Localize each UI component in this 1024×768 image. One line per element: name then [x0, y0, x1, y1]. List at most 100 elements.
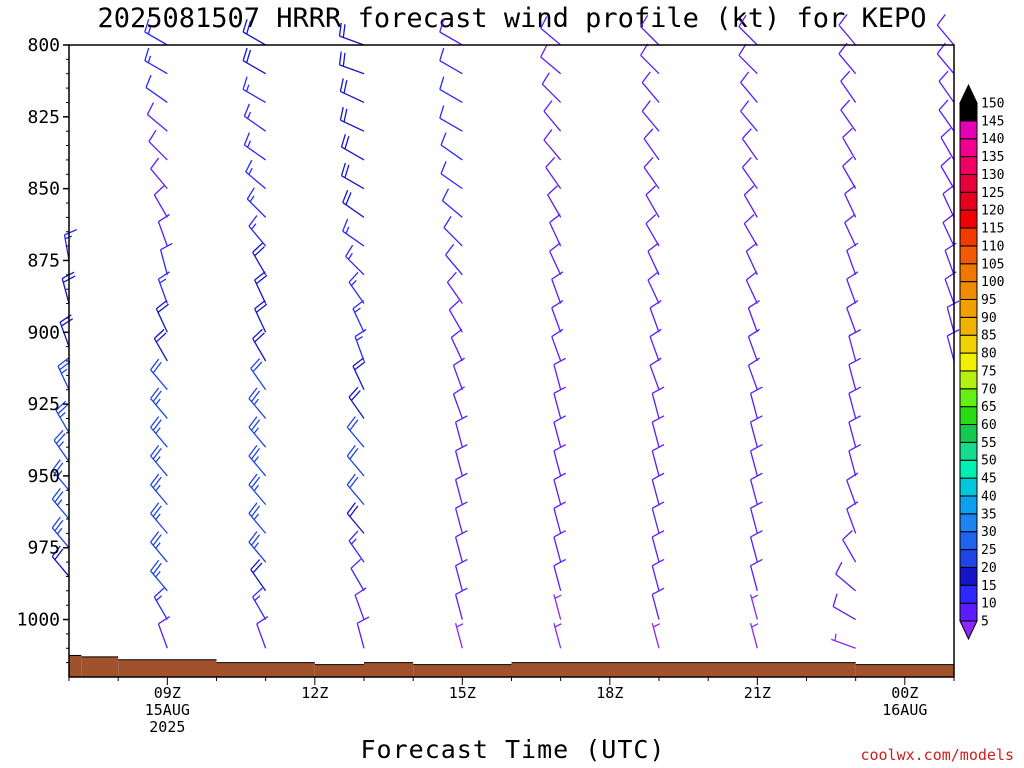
y-tick-label: 850	[27, 179, 60, 200]
wind-barb	[848, 415, 862, 448]
x-tick-label: 18Z	[596, 684, 623, 702]
barb-staff	[440, 173, 463, 190]
barb-full	[150, 502, 160, 514]
barb-half	[751, 594, 759, 599]
barb-staff	[150, 570, 168, 592]
wind-barb	[545, 156, 562, 190]
barb-full	[145, 74, 152, 88]
barb-full	[455, 415, 468, 423]
wind-barb	[153, 328, 168, 362]
barb-staff	[641, 82, 660, 103]
barb-staff	[51, 469, 70, 491]
colorbar-swatch	[959, 424, 978, 443]
wind-barb	[647, 271, 660, 304]
barb-full	[645, 185, 657, 196]
barb-full	[446, 271, 457, 283]
barb-staff	[749, 421, 758, 448]
barb-staff	[441, 200, 463, 218]
colorbar-label: 60	[981, 418, 997, 433]
wind-barb	[342, 189, 365, 218]
barb-staff	[454, 536, 463, 563]
barb-staff	[553, 594, 562, 620]
barb-staff	[439, 88, 463, 104]
barb-staff	[59, 321, 70, 347]
barb-staff	[842, 539, 857, 563]
wind-barb	[254, 299, 268, 333]
barb-staff	[649, 336, 660, 362]
barb-full	[57, 357, 69, 367]
barb-full	[254, 246, 265, 257]
barb-staff	[348, 281, 365, 304]
wind-barb	[439, 76, 463, 104]
barb-full	[643, 156, 654, 168]
barb-full	[152, 419, 162, 431]
barb-full	[250, 559, 261, 570]
wind-barb	[551, 300, 564, 333]
barb-full	[146, 102, 155, 115]
wind-barb	[842, 156, 857, 189]
y-tick-label: 925	[27, 394, 60, 415]
colorbar-label: 125	[981, 186, 1004, 201]
barb-full	[349, 505, 359, 517]
barb-half	[147, 55, 152, 63]
barb-staff	[747, 336, 758, 362]
barb-full	[545, 156, 556, 168]
barb-full	[254, 299, 266, 310]
barb-staff	[651, 421, 660, 448]
barb-staff	[439, 117, 463, 132]
wind-barb	[645, 214, 660, 247]
barb-staff	[749, 450, 758, 477]
barb-full	[248, 473, 258, 486]
wind-barb	[145, 74, 168, 103]
barb-half	[253, 456, 260, 463]
colorbar-swatch	[959, 406, 978, 426]
wind-barb	[354, 587, 367, 620]
barb-full	[243, 103, 250, 117]
wind-barb	[749, 472, 763, 505]
credit-link[interactable]: coolwx.com/models	[860, 746, 1014, 764]
wind-barb	[348, 386, 365, 419]
wind-barb	[248, 416, 267, 448]
barb-full	[745, 242, 758, 252]
wind-barb	[248, 215, 267, 247]
barb-full	[455, 558, 468, 567]
colorbar-max-triangle	[959, 83, 978, 104]
barb-full	[938, 99, 949, 111]
barb-full	[640, 43, 649, 56]
barb-full	[549, 213, 561, 224]
barb-full	[150, 559, 160, 572]
wind-barb	[846, 300, 859, 333]
wind-barb	[144, 47, 168, 75]
barb-full	[443, 216, 452, 229]
colorbar-label: 70	[981, 382, 997, 397]
barb-full	[342, 24, 346, 38]
barb-staff	[454, 508, 463, 534]
barb-full	[349, 419, 359, 431]
barb-staff	[553, 536, 562, 563]
barb-staff	[641, 110, 660, 132]
wind-barb	[340, 133, 365, 161]
barb-staff	[443, 227, 463, 247]
barb-staff	[940, 137, 955, 161]
wind-barb	[51, 459, 70, 491]
barb-full	[741, 128, 752, 140]
barb-full	[840, 70, 851, 82]
barb-staff	[832, 605, 856, 621]
surface-segment	[216, 662, 315, 677]
colorbar-label: 95	[981, 293, 997, 308]
wind-barb	[440, 132, 463, 161]
barb-full	[248, 502, 258, 514]
barb-staff	[51, 527, 70, 549]
barb-full	[346, 444, 356, 457]
barb-full	[354, 328, 367, 338]
wind-barb	[549, 213, 562, 247]
barb-staff	[348, 540, 365, 563]
barb-full	[745, 271, 758, 281]
barb-full	[543, 128, 553, 141]
barb-staff	[840, 109, 857, 132]
barb-staff	[846, 250, 857, 276]
barb-staff	[63, 234, 70, 261]
wind-barb	[339, 78, 365, 104]
barb-full	[251, 448, 261, 460]
